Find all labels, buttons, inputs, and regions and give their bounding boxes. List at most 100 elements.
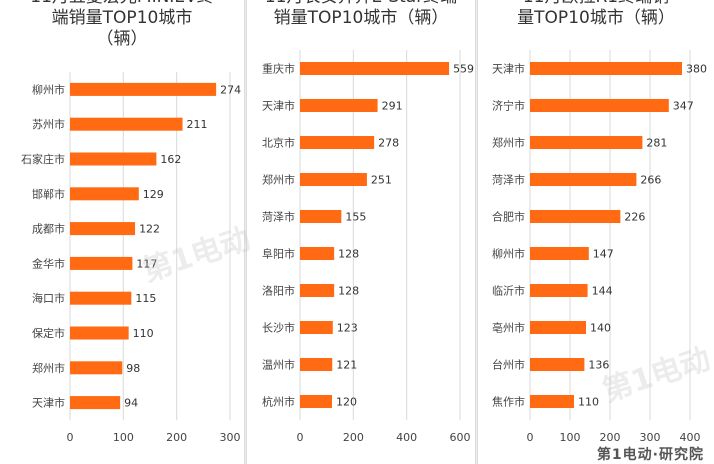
chart-panel-3: 11月欧拉R1终端销 量TOP10城市（辆） 0 100 200 300 400 天津市 3… [478,0,714,464]
category-label: 郑州市 [492,136,525,150]
bar [300,395,332,408]
bar [530,173,637,186]
bar [70,117,183,131]
bar [300,173,367,186]
data-label: 129 [143,188,164,201]
data-label: 559 [453,63,474,76]
data-label: 136 [588,359,609,372]
category-label: 菏泽市 [492,173,525,187]
chart-title-1: 11月五菱宏光MINIEV终 端销量TOP10城市 （辆） [0,0,244,50]
x-tick-label: 400 [680,431,701,444]
category-label: 海口市 [32,291,65,305]
category-label: 亳州市 [492,321,525,335]
bar [530,247,589,260]
category-label: 柳州市 [492,247,525,261]
chart-title-3: 11月欧拉R1终端销 量TOP10城市（辆） [478,0,714,29]
bar [70,187,139,201]
data-label: 226 [624,211,645,224]
data-label: 123 [337,322,358,335]
bar [530,210,621,223]
bar [530,395,574,408]
data-label: 144 [592,285,613,298]
category-label: 苏州市 [32,117,65,131]
x-tick-label: 200 [166,431,187,444]
category-label: 天津市 [492,62,525,76]
data-label: 98 [126,362,140,375]
x-tick-label: 100 [113,431,134,444]
x-tick-label: 0 [67,431,74,444]
data-label: 251 [371,174,392,187]
bar [530,62,682,75]
data-label: 274 [220,83,241,96]
x-tick-label: 200 [343,431,364,444]
bar [70,326,129,340]
category-label: 阜阳市 [262,247,295,261]
x-tick-label: 300 [640,431,661,444]
bar [300,210,342,223]
bar [300,99,378,112]
data-label: 347 [673,100,694,113]
data-label: 147 [593,248,614,261]
category-label: 焦作市 [492,395,525,409]
category-label: 临沂市 [492,284,525,298]
category-label: 台州市 [492,358,525,372]
chart-title-1-line-1: 11月五菱宏光MINIEV终 [0,0,244,8]
x-tick-label: 0 [297,431,304,444]
chart-panel-2: 11月长安奔奔E-Star终端 销量TOP10城市（辆） 0 200 400 600 重… [247,0,475,464]
bar [530,358,585,371]
data-label: 291 [382,100,403,113]
category-label: 保定市 [32,326,65,340]
chart-title-1-line-3: （辆） [96,29,148,49]
data-label: 211 [187,118,208,131]
category-label: 郑州市 [32,361,65,375]
bar [70,82,217,96]
chart-title-1-line-2: 端销量TOP10城市 [51,8,193,28]
category-label: 石家庄市 [21,152,65,166]
category-label: 成都市 [32,222,65,236]
data-label: 128 [338,285,359,298]
chart-title-3-line-1: 11月欧拉R1终端销 [478,0,714,8]
bar [300,358,333,371]
category-label: 邯郸市 [32,187,65,201]
category-label: 洛阳市 [262,284,295,298]
bar [530,136,643,149]
x-tick-label: 0 [527,431,534,444]
data-label: 162 [160,153,181,166]
x-tick-label: 100 [560,431,581,444]
data-label: 266 [640,174,661,187]
bar [530,321,586,334]
category-label: 济宁市 [492,99,525,113]
data-label: 121 [336,359,357,372]
bar [70,291,132,305]
category-label: 天津市 [262,99,295,113]
bar-chart-3: 0 100 200 300 400 天津市 380 济宁市 347 郑州市 281 菏泽市 266 合肥市… [492,50,707,444]
bar [300,136,375,149]
category-label: 杭州市 [262,395,295,409]
bar [300,247,335,260]
category-label: 天津市 [32,396,65,410]
x-tick-label: 400 [396,431,417,444]
data-label: 278 [378,137,399,150]
bar [70,222,136,236]
data-label: 380 [686,63,707,76]
category-label: 菏泽市 [262,210,295,224]
chart-title-2-line-2: 销量TOP10城市（辆） [273,8,449,28]
x-tick-label: 200 [600,431,621,444]
data-label: 117 [136,257,157,270]
bar [300,284,335,297]
data-label: 122 [139,223,160,236]
data-label: 281 [646,137,667,150]
data-label: 115 [135,292,156,305]
data-label: 94 [124,397,138,410]
data-label: 128 [338,248,359,261]
data-label: 120 [336,396,357,409]
bar [300,321,333,334]
bar [70,361,123,375]
data-label: 110 [578,396,599,409]
bar [530,284,588,297]
category-label: 温州市 [262,358,295,372]
bar [70,152,157,166]
brand-logo: 第1电动·研究院 [596,447,704,463]
data-label: 140 [590,322,611,335]
bar [300,62,450,75]
